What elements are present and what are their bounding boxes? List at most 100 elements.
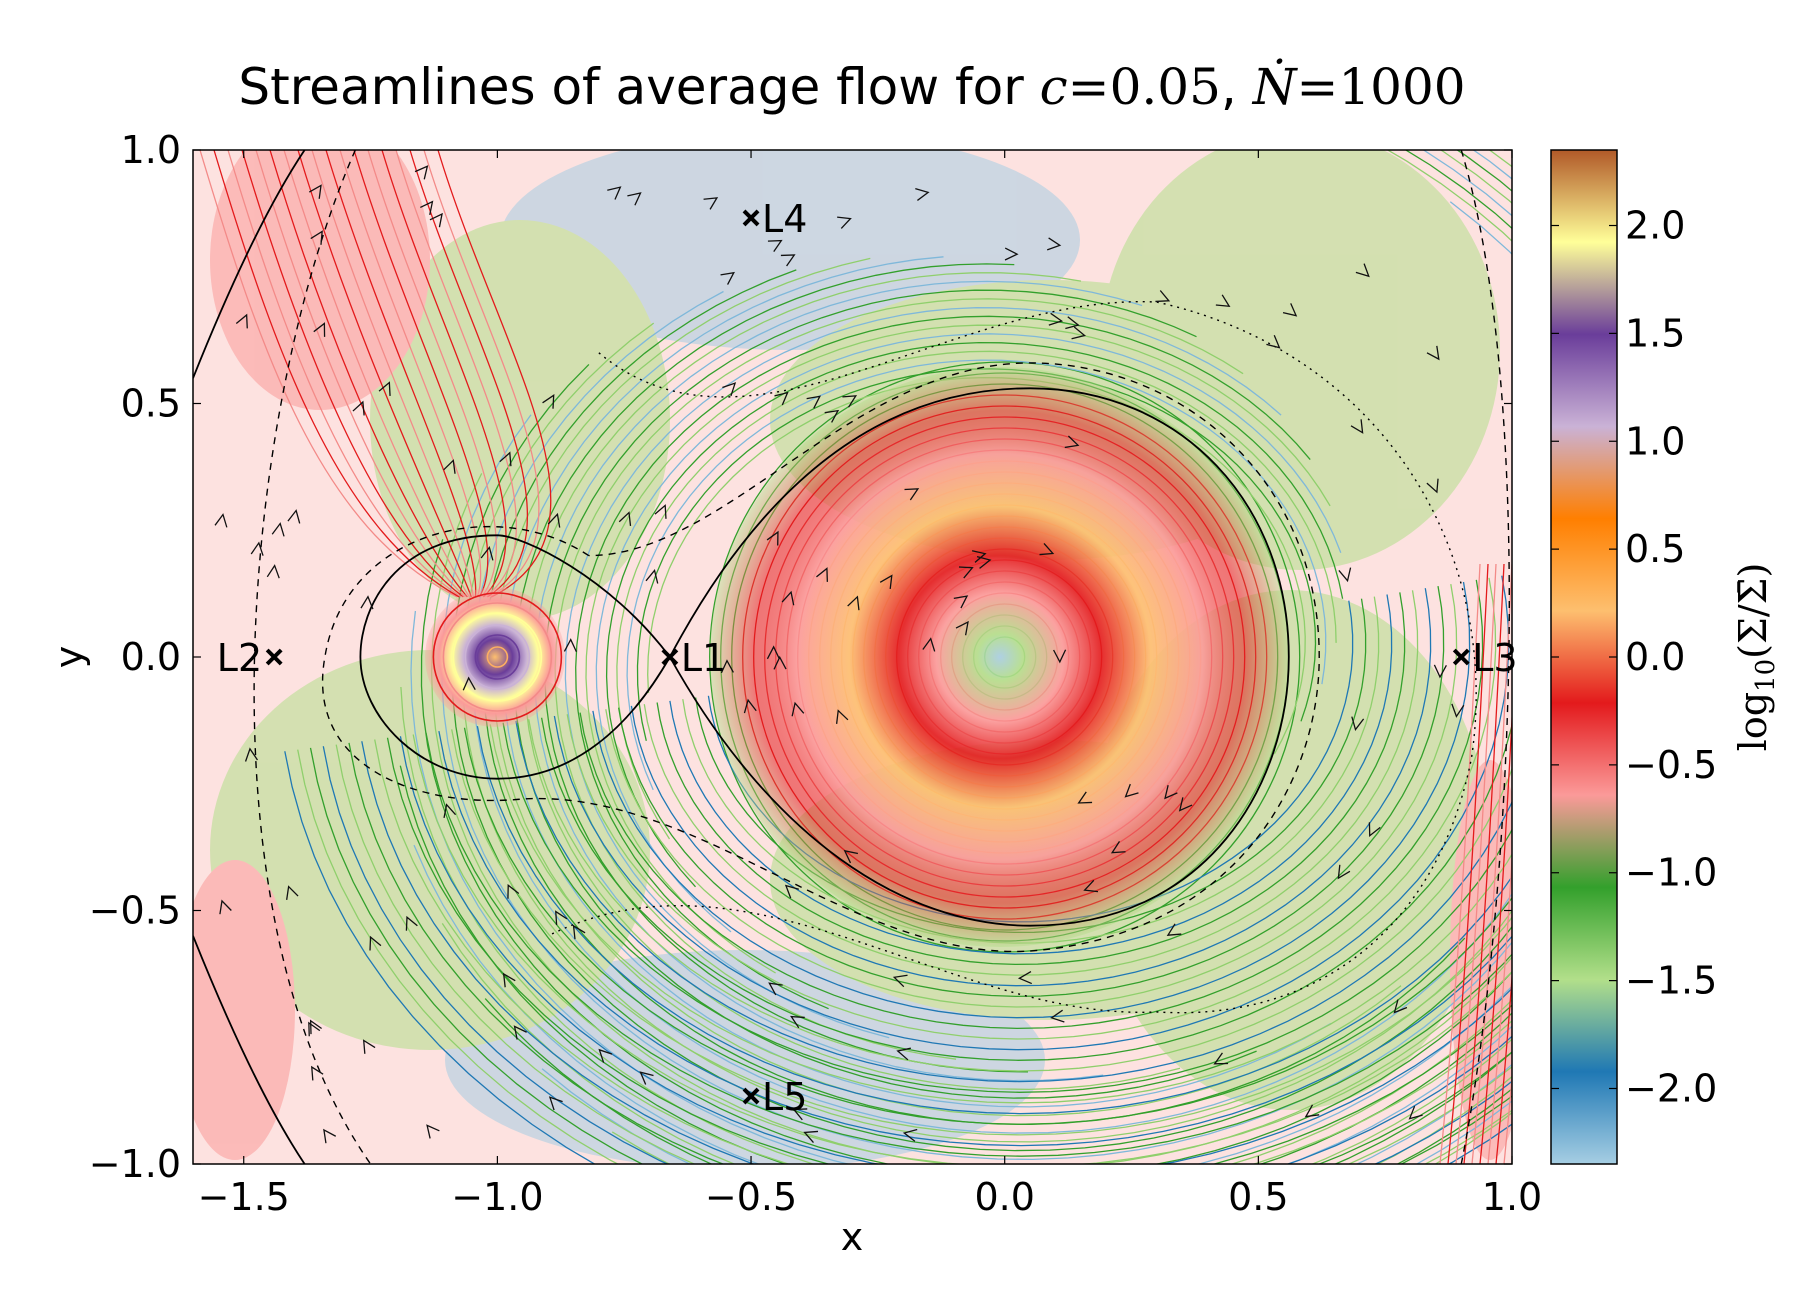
streamline [269, 150, 468, 598]
lagrange-label: L4 [762, 197, 807, 241]
flow-arrow [414, 165, 429, 180]
flow-arrow [1426, 478, 1439, 494]
flow-arrow [1039, 542, 1055, 556]
flow-arrow [244, 747, 258, 762]
flow-arrow [1124, 783, 1139, 798]
flow-arrow [542, 394, 555, 409]
streamline [630, 588, 1432, 987]
flow-arrow [1166, 923, 1182, 936]
streamline [335, 744, 1512, 1164]
streamline [348, 742, 1512, 1164]
streamline [482, 269, 1466, 1126]
flow-arrow [703, 197, 719, 210]
streamline [255, 150, 466, 598]
chart-title: Streamlines of average flow for c=0.05, … [238, 57, 1465, 116]
outer-curve [193, 935, 306, 1164]
flow-arrow [1017, 971, 1032, 985]
flow-arrow [1064, 435, 1080, 449]
flow-arrow [480, 546, 494, 561]
streamline [669, 594, 1393, 955]
flow-arrow [847, 595, 860, 611]
flow-arrow [816, 567, 828, 582]
streamline [381, 150, 507, 598]
flow-arrow [1164, 785, 1178, 800]
flow-arrow [1053, 649, 1067, 664]
flow-arrow [958, 566, 974, 579]
flow-arrow [309, 1019, 322, 1035]
streamline [682, 596, 1380, 944]
streamline [463, 727, 1512, 1125]
roche-lobe-curve [359, 387, 1290, 927]
flow-arrow [1338, 567, 1352, 583]
flow-arrow [287, 509, 301, 524]
flow-arrow [720, 271, 735, 285]
streamline [656, 592, 1406, 966]
flow-arrow [915, 187, 930, 201]
colorbar-tick-label: 2.0 [1625, 204, 1685, 248]
streamline [502, 722, 1512, 1093]
disk-ring [442, 602, 553, 712]
flow-arrow [781, 590, 795, 606]
lagrange-label: L1 [681, 636, 726, 680]
lagrange-marker [742, 1087, 760, 1105]
streamline [544, 289, 1197, 1073]
lagrange-point-l3: L3 [1452, 636, 1518, 680]
streamline [489, 724, 1512, 1104]
streamline [1447, 563, 1489, 1164]
flow-arrow [420, 200, 434, 215]
flow-arrow [1351, 716, 1365, 731]
streamline [410, 610, 1512, 1164]
flow-arrow [722, 382, 737, 397]
colorbar-tick-label: 0.0 [1625, 635, 1685, 679]
flow-arrow [1083, 879, 1099, 893]
flow-arrow [369, 935, 382, 951]
streamline [311, 150, 475, 598]
streamline [492, 257, 1402, 1117]
flow-arrow [250, 541, 264, 556]
disk-ring [464, 624, 531, 690]
streamline [213, 150, 460, 598]
streamline [592, 581, 1471, 1019]
streamline [1455, 563, 1497, 1164]
flow-arrow [1282, 303, 1298, 317]
streamline [374, 739, 1512, 1164]
streamline [420, 539, 1512, 1164]
streamline [515, 720, 1512, 1083]
flow-arrow [1337, 864, 1351, 880]
streamline [451, 729, 1512, 1136]
streamline [437, 150, 552, 598]
disk-rings [432, 592, 563, 722]
flow-arrow [773, 655, 787, 670]
streamline [361, 741, 1512, 1164]
flow-arrow [1433, 664, 1447, 679]
x-tick-label: −0.5 [705, 1175, 797, 1219]
flow-arrow [1050, 1009, 1065, 1023]
streamline [1471, 563, 1512, 1164]
flow-arrow [235, 313, 248, 329]
flow-arrow [1451, 703, 1465, 718]
flow-arrow [362, 1039, 376, 1054]
dashed-curve [253, 150, 372, 1164]
streamline [1511, 1157, 1512, 1164]
flow-arrow [426, 1124, 440, 1139]
colorbar-tick-label: 1.0 [1625, 419, 1685, 463]
dashed-curve [322, 362, 1320, 953]
streamline [284, 751, 1512, 1164]
disk-ring [474, 634, 521, 680]
streamline [441, 150, 1512, 1164]
flow-arrow [598, 1048, 613, 1063]
flow-arrow [378, 381, 391, 396]
lagrange-point-l5: L5 [742, 1075, 807, 1119]
flow-arrow [547, 512, 561, 528]
flow-arrow [768, 982, 783, 996]
disk-ring [432, 592, 563, 722]
streamline [605, 583, 1458, 1008]
streamline [566, 577, 1497, 1040]
flow-arrow [837, 216, 852, 229]
flow-arrow [499, 451, 512, 467]
colorbar: 2.0 1.5 1.0 0.5 0.0 −0.5 −1.0 −1.5 −2.0 log10(Σ/… [1550, 149, 1781, 1165]
streamline [540, 717, 1512, 1061]
colorbar-tick-label: −1.5 [1625, 959, 1717, 1003]
flow-arrow [842, 395, 858, 408]
